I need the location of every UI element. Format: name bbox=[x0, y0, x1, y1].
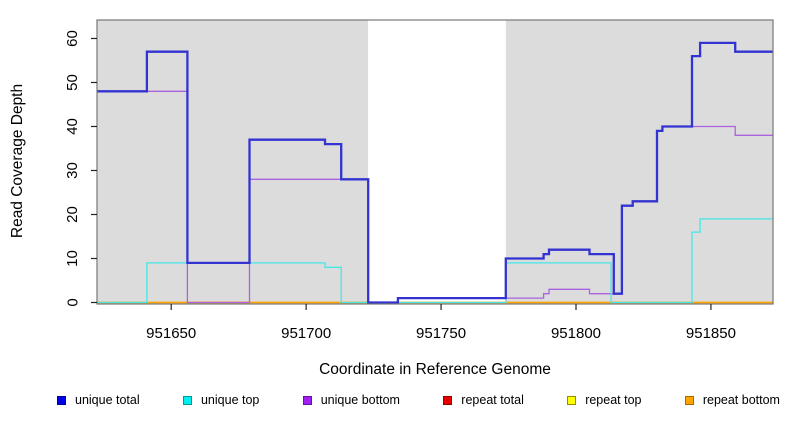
y-tick-label: 50 bbox=[64, 74, 81, 91]
legend-label: repeat top bbox=[585, 393, 642, 407]
y-tick-label: 20 bbox=[64, 206, 81, 223]
plot-background-band bbox=[97, 20, 369, 304]
series-line-unique-total bbox=[97, 41, 773, 304]
legend-swatch-icon bbox=[302, 395, 312, 405]
legend-item-unique-bottom: unique bottom bbox=[302, 393, 400, 407]
plot-background-band bbox=[505, 20, 773, 304]
legend-label: unique bottom bbox=[320, 393, 400, 407]
y-tick-label: 10 bbox=[64, 250, 81, 267]
x-axis: 951650 951700 951750 951800 951850 bbox=[146, 304, 736, 342]
legend-item-repeat-top: repeat top bbox=[567, 394, 641, 407]
plot-background-band bbox=[368, 20, 506, 304]
legend-label: unique total bbox=[75, 393, 140, 407]
y-tick-label: 40 bbox=[64, 118, 81, 135]
legend-swatch-icon bbox=[57, 395, 66, 405]
legend-item-unique-top: unique top bbox=[182, 393, 260, 407]
legend-swatch-icon bbox=[567, 395, 577, 405]
legend-swatch-icon bbox=[684, 395, 694, 405]
x-tick-label: 951750 bbox=[416, 325, 466, 342]
legend-label: repeat bottom bbox=[702, 393, 780, 407]
legend-item-repeat-total: repeat total bbox=[443, 394, 524, 407]
plot-background-bands bbox=[97, 20, 773, 304]
legend: unique total unique top unique bottom repea… bbox=[0, 394, 792, 407]
x-axis-title: Coordinate in Reference Genome bbox=[319, 361, 551, 378]
y-tick-label: 60 bbox=[64, 30, 81, 47]
y-axis: 0 10 20 30 40 50 60 bbox=[64, 30, 97, 307]
legend-item-unique-total: unique total bbox=[57, 394, 140, 407]
legend-label: repeat total bbox=[461, 393, 524, 407]
plot-box-border bbox=[96, 19, 774, 305]
x-tick-label: 951800 bbox=[551, 325, 601, 342]
series-lines bbox=[97, 41, 773, 304]
x-tick-label: 951850 bbox=[686, 325, 736, 342]
y-axis-title: Read Coverage Depth bbox=[9, 84, 26, 238]
legend-label: unique top bbox=[200, 393, 260, 407]
legend-swatch-icon bbox=[443, 395, 453, 405]
legend-swatch-icon bbox=[182, 395, 192, 405]
legend-item-repeat-bottom: repeat bottom bbox=[684, 393, 780, 407]
coverage-plot: 951650 951700 951750 951800 951850 0 10 20 30 40… bbox=[9, 19, 774, 378]
x-tick-label: 951700 bbox=[281, 325, 331, 342]
y-tick-label: 30 bbox=[64, 162, 81, 179]
x-tick-label: 951650 bbox=[146, 325, 196, 342]
y-tick-label: 0 bbox=[64, 298, 81, 306]
